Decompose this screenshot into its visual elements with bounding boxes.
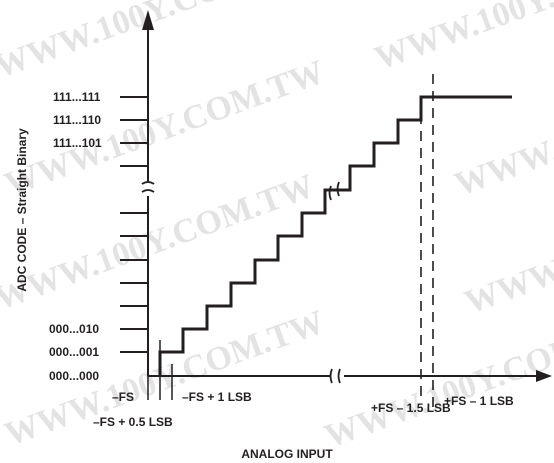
- axes: [147, 28, 542, 377]
- x-axis-title: ANALOG INPUT: [241, 447, 333, 461]
- x-axis-arrow-icon: [536, 370, 552, 382]
- y-code-label: 111...110: [53, 113, 101, 127]
- y-code-labels: 111...111 111...110 111...101 000...010 …: [49, 90, 102, 383]
- watermark-text: WWW.100Y.COM.TW: [450, 54, 554, 204]
- y-code-label: 000...000: [49, 369, 99, 383]
- y-code-label: 000...001: [49, 345, 99, 359]
- y-ticks: [120, 96, 148, 353]
- y-code-label: 111...111: [53, 90, 101, 104]
- y-axis-break-icon: [141, 181, 155, 193]
- y-axis-title: ADC CODE – Straight Binary: [15, 128, 29, 292]
- x-label-neg-fs-plus-half-lsb: –FS + 0.5 LSB: [93, 415, 173, 429]
- x-axis-break-icon: [329, 368, 341, 384]
- x-label-neg-fs: –FS: [112, 390, 134, 404]
- x-labels: –FS –FS + 1 LSB –FS + 0.5 LSB +FS – 1.5 …: [93, 390, 514, 429]
- transfer-staircase: [158, 95, 512, 376]
- y-axis-arrow-icon: [142, 10, 154, 30]
- x-label-pos-fs-minus-1-5-lsb: +FS – 1.5 LSB: [371, 401, 451, 415]
- pos-fs-reference-lines: [420, 74, 434, 410]
- x-label-neg-fs-plus-one-lsb: –FS + 1 LSB: [182, 390, 252, 404]
- neg-fs-reference-lines: [147, 340, 173, 400]
- y-code-label: 111...101: [53, 136, 102, 150]
- watermark-text: WWW.100Y.COM.TW: [320, 306, 554, 456]
- y-code-label: 000...010: [49, 322, 99, 336]
- watermark-text: WWW.100Y.COM.TW: [370, 0, 554, 78]
- x-label-pos-fs-minus-one-lsb: +FS – 1 LSB: [444, 394, 514, 408]
